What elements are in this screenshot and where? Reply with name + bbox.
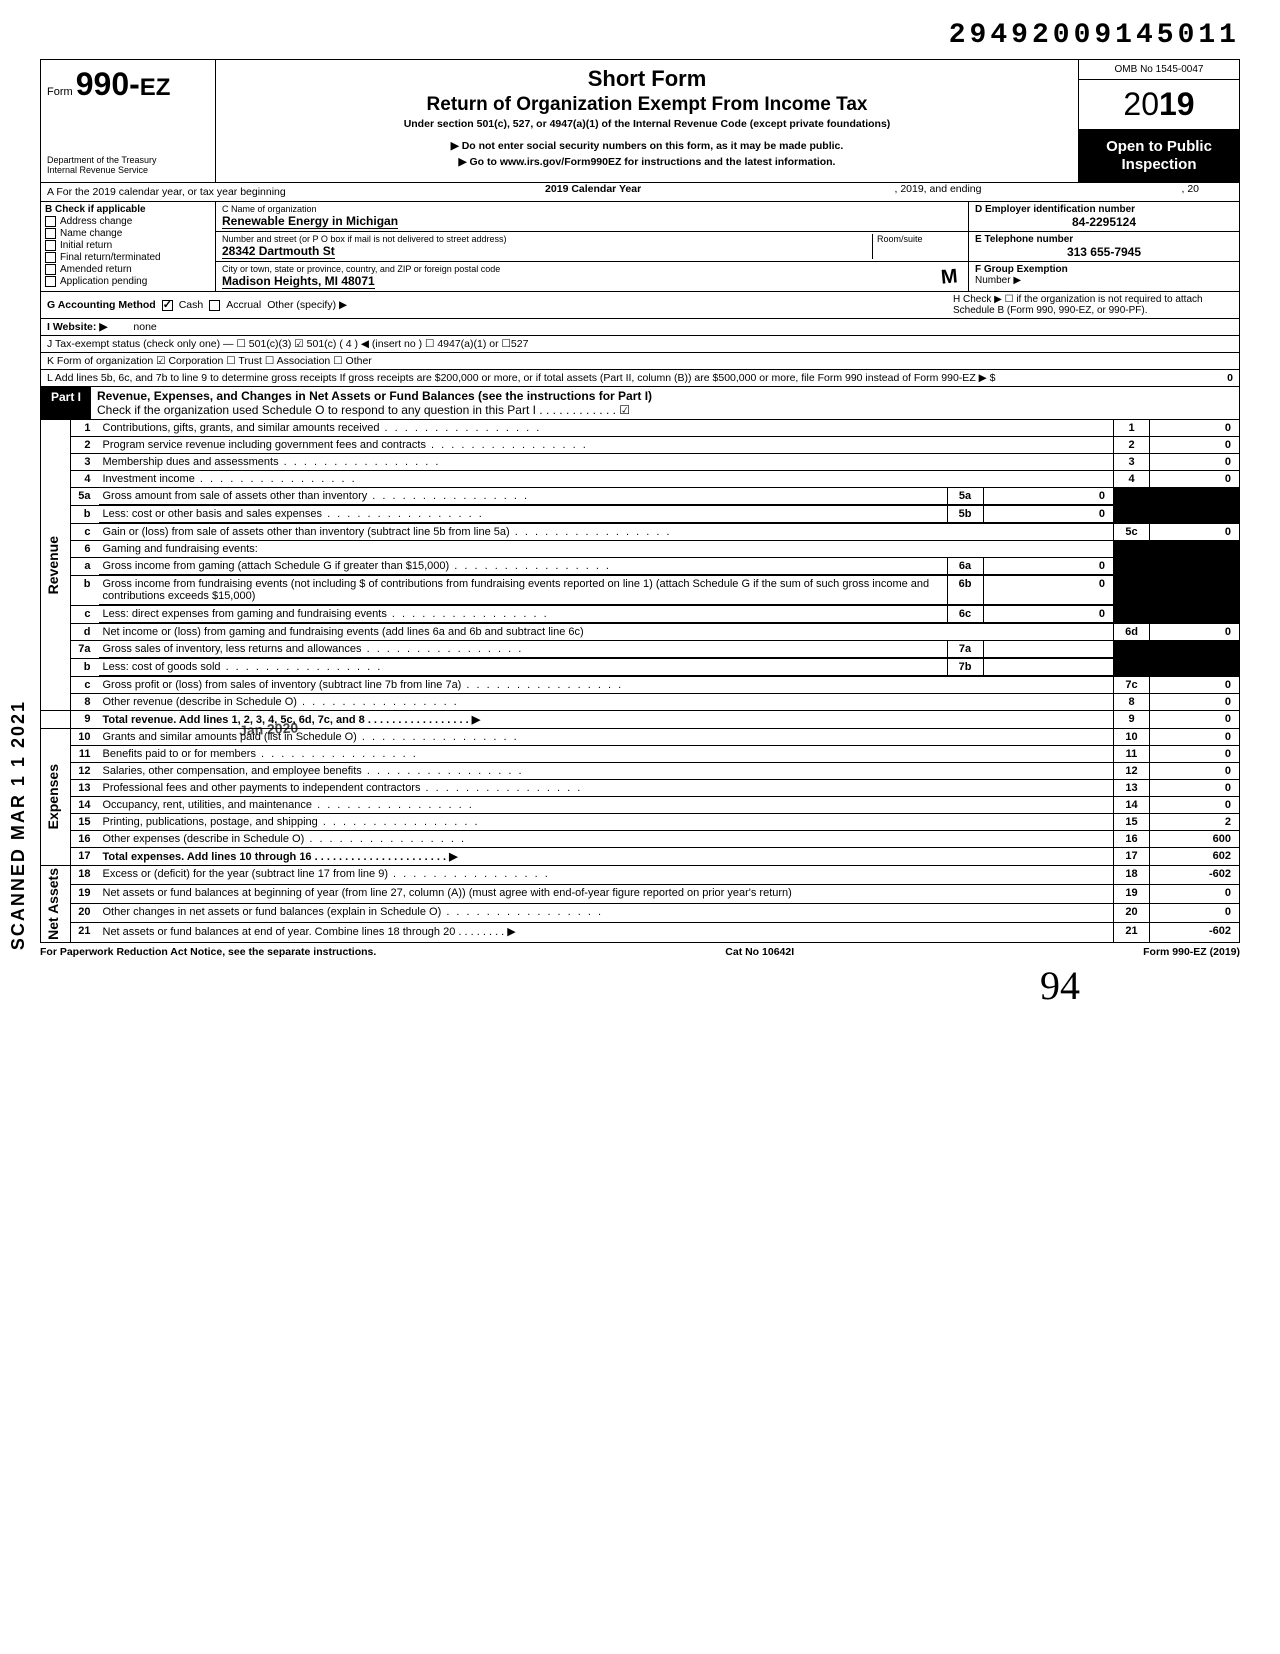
cb-name-change[interactable] bbox=[45, 228, 56, 239]
org-street: 28342 Dartmouth St bbox=[222, 244, 335, 259]
title-sub: Under section 501(c), 527, or 4947(a)(1)… bbox=[222, 118, 1072, 130]
form-number: 990-EZ bbox=[76, 66, 171, 102]
cb-initial-return[interactable] bbox=[45, 240, 56, 251]
date-stamp: Jan 2020 bbox=[238, 719, 298, 738]
ein: 84-2295124 bbox=[975, 215, 1233, 229]
instruction-ssn: ▶ Do not enter social security numbers o… bbox=[222, 140, 1072, 152]
cb-cash[interactable] bbox=[162, 300, 173, 311]
footer-mid: Cat No 10642I bbox=[725, 946, 794, 958]
expenses-label: Expenses bbox=[45, 764, 61, 829]
footer-row: For Paperwork Reduction Act Notice, see … bbox=[40, 943, 1240, 958]
cb-final-return[interactable] bbox=[45, 252, 56, 263]
signature-mark: 94 bbox=[40, 962, 1240, 1009]
net-assets-label: Net Assets bbox=[45, 868, 61, 940]
dept-irs: Internal Revenue Service bbox=[47, 166, 209, 176]
line-h: H Check ▶ ☐ if the organization is not r… bbox=[953, 294, 1233, 316]
form-prefix: Form bbox=[47, 86, 73, 98]
phone: 313 655-7945 bbox=[975, 245, 1233, 259]
title-short-form: Short Form bbox=[222, 66, 1072, 92]
section-e-label: E Telephone number bbox=[975, 234, 1233, 245]
line-l: L Add lines 5b, 6c, and 7b to line 9 to … bbox=[40, 370, 1240, 387]
cb-address-change[interactable] bbox=[45, 216, 56, 227]
form-header: Form 990-EZ Department of the Treasury I… bbox=[40, 59, 1240, 183]
org-city: Madison Heights, MI 48071 bbox=[222, 274, 375, 289]
org-name: Renewable Energy in Michigan bbox=[222, 214, 398, 229]
org-info-section: B Check if applicable Address change Nam… bbox=[40, 202, 1240, 292]
footer-left: For Paperwork Reduction Act Notice, see … bbox=[40, 946, 376, 958]
line-g-h: G Accounting Method Cash Accrual Other (… bbox=[40, 292, 1240, 319]
header-number: 29492009145011 bbox=[40, 20, 1240, 51]
section-d-label: D Employer identification number bbox=[975, 204, 1233, 215]
received-stamp-icon: M bbox=[940, 265, 959, 289]
street-label: Number and street (or P O box if mail is… bbox=[222, 234, 872, 244]
section-f-number: Number ▶ bbox=[975, 275, 1021, 286]
line-k: K Form of organization ☑ Corporation ☐ T… bbox=[40, 353, 1240, 370]
open-to-public: Open to Public Inspection bbox=[1079, 130, 1239, 182]
footer-right: Form 990-EZ (2019) bbox=[1143, 946, 1240, 958]
room-label: Room/suite bbox=[877, 234, 962, 244]
part-1-header: Part I Revenue, Expenses, and Changes in… bbox=[40, 387, 1240, 420]
section-b-label: B Check if applicable bbox=[45, 204, 211, 215]
cb-amended-return[interactable] bbox=[45, 264, 56, 275]
scanned-stamp: SCANNED MAR 1 1 2021 bbox=[8, 700, 29, 950]
title-main: Return of Organization Exempt From Incom… bbox=[222, 94, 1072, 116]
omb-number: OMB No 1545-0047 bbox=[1079, 60, 1239, 80]
line-i: I Website: ▶ none bbox=[40, 319, 1240, 336]
section-c-label: C Name of organization bbox=[222, 204, 962, 214]
section-f-label: F Group Exemption bbox=[975, 264, 1068, 275]
city-label: City or town, state or province, country… bbox=[222, 264, 962, 274]
form-table: Revenue 1Contributions, gifts, grants, a… bbox=[40, 420, 1240, 943]
cb-accrual[interactable] bbox=[209, 300, 220, 311]
instruction-url: ▶ Go to www.irs.gov/Form990EZ for instru… bbox=[222, 156, 1072, 168]
cb-application-pending[interactable] bbox=[45, 276, 56, 287]
tax-year: 2019 bbox=[1079, 80, 1239, 130]
line-j: J Tax-exempt status (check only one) — ☐… bbox=[40, 336, 1240, 353]
revenue-label: Revenue bbox=[45, 536, 61, 594]
row-a-tax-year: A For the 2019 calendar year, or tax yea… bbox=[40, 183, 1240, 202]
